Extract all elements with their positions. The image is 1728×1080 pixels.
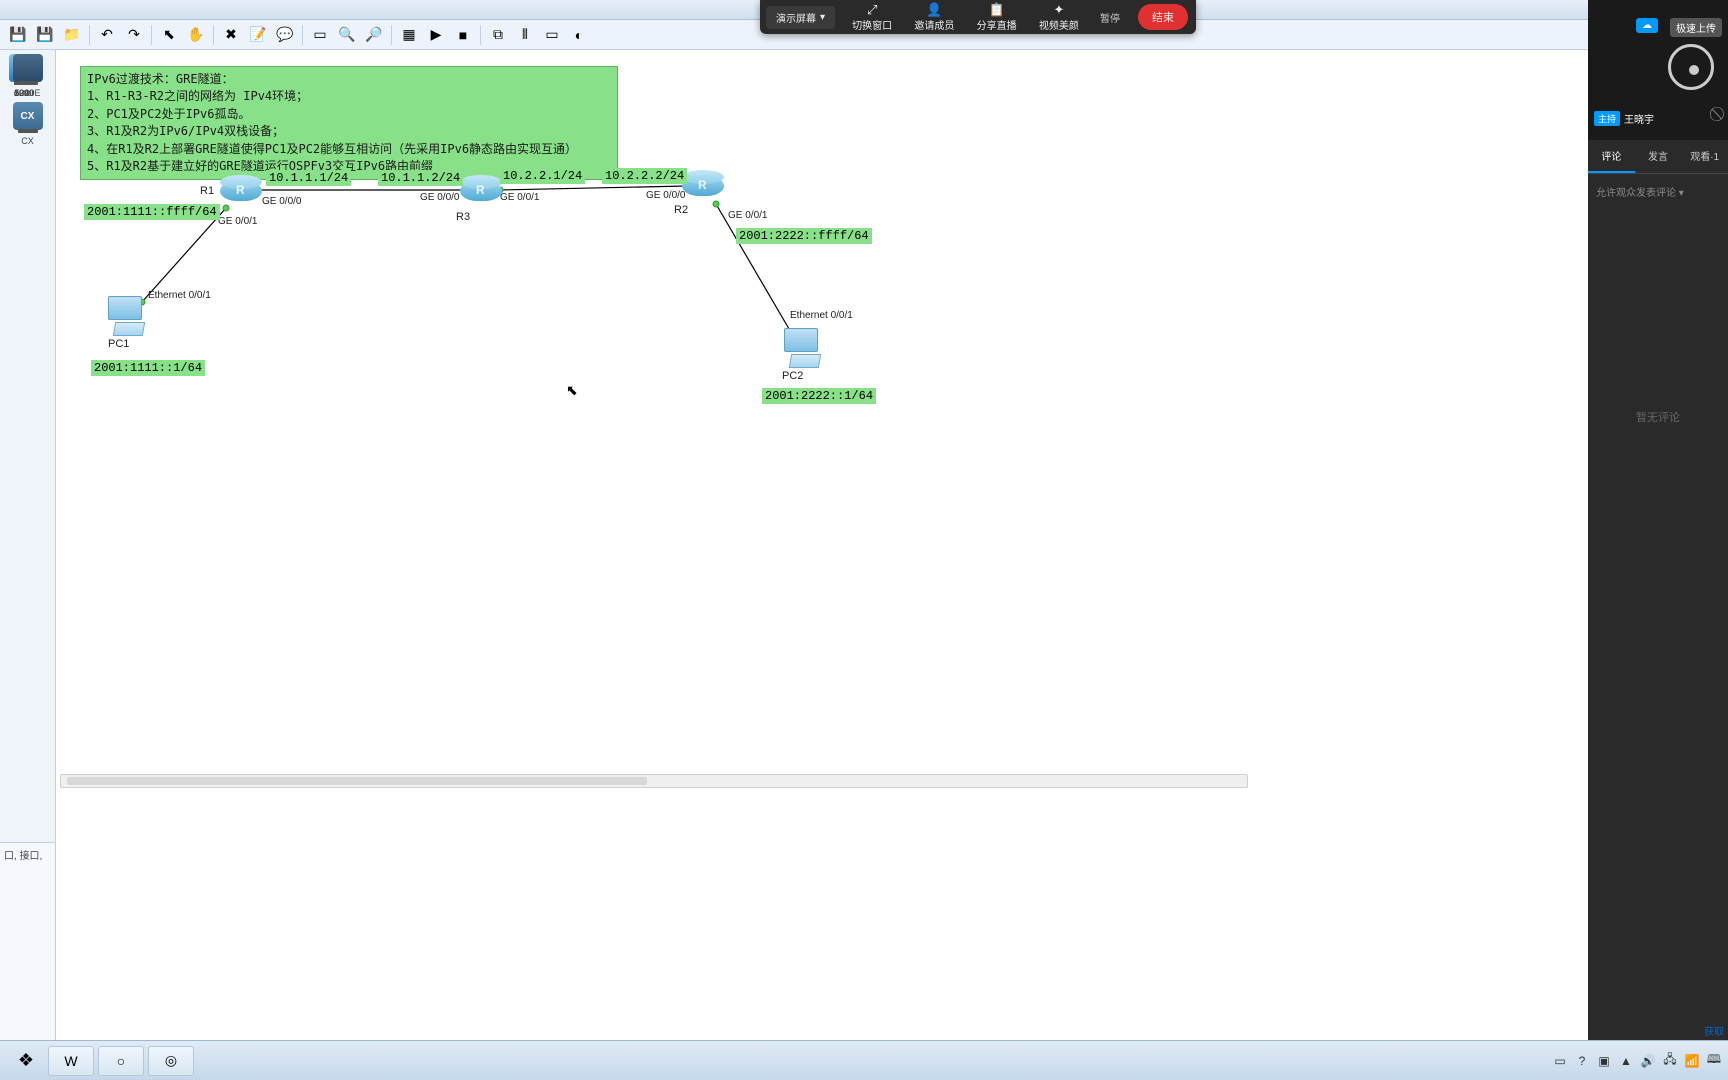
meeting-control-bar: 演示屏幕▾ ⤢切换窗口👤邀请成员📋分享直播✦视频美颜 暂停 结束 <box>760 0 1196 34</box>
address-label-3[interactable]: 10.2.2.2/24 <box>602 168 687 184</box>
toolbar-button-7[interactable]: ✖ <box>219 23 243 47</box>
annotation-box[interactable]: IPv6过渡技术：GRE隧道： 1、R1-R3-R2之间的网络为 IPv4环境；… <box>80 66 618 180</box>
port-label-1: GE 0/0/1 <box>218 216 257 227</box>
address-label-7[interactable]: 2001:2222::1/64 <box>762 388 876 404</box>
port-label-3: GE 0/0/1 <box>500 192 539 203</box>
obs-logo-icon <box>1668 44 1714 90</box>
scrollbar-thumb[interactable] <box>67 777 647 785</box>
toolbar-button-0[interactable]: 💾 <box>6 23 30 47</box>
node-PC1[interactable] <box>104 296 146 336</box>
node-R3[interactable]: R <box>460 175 502 209</box>
comments-panel: 评论 发言 观看·1 允许观众发表评论 ▾ 暂无评论 <box>1588 140 1728 1040</box>
toolbar-button-15[interactable]: ■ <box>451 23 475 47</box>
address-label-1[interactable]: 10.1.1.2/24 <box>378 170 463 186</box>
address-label-5[interactable]: 2001:2222::ffff/64 <box>736 228 872 244</box>
toolbar-button-13[interactable]: ▦ <box>397 23 421 47</box>
palette-device-CX[interactable]: CXCX <box>4 102 52 146</box>
windows-taskbar: ❖ W○◎ ▭? ▣ ▲ 🔊 🖧 📶 🕮 <box>0 1040 1728 1080</box>
address-label-0[interactable]: 10.1.1.1/24 <box>266 170 351 186</box>
port-label-6: Ethernet 0/0/1 <box>148 290 211 301</box>
port-label-4: GE 0/0/0 <box>646 190 685 201</box>
port-label-7: Ethernet 0/0/1 <box>790 310 853 321</box>
node-label-R1: R1 <box>200 185 214 197</box>
corner-link[interactable]: 获取 <box>1704 1023 1724 1038</box>
tab-speak[interactable]: 发言 <box>1635 140 1682 173</box>
taskbar-app-2[interactable]: ◎ <box>148 1046 194 1076</box>
horizontal-scrollbar[interactable] <box>60 774 1248 788</box>
pause-button[interactable]: 暂停 <box>1090 6 1130 29</box>
toolbar-button-19[interactable]: ◐ <box>567 23 591 47</box>
address-label-2[interactable]: 10.2.2.1/24 <box>500 168 585 184</box>
toolbar-button-5[interactable]: ⬉ <box>157 23 181 47</box>
tray-icon-4[interactable]: 🔊 <box>1640 1053 1656 1069</box>
tray-icon-6[interactable]: 📶 <box>1684 1053 1700 1069</box>
toolbar-button-1[interactable]: 💾 <box>33 23 57 47</box>
toolbar-button-16[interactable]: ⧉ <box>486 23 510 47</box>
no-comments-text: 暂无评论 <box>1588 409 1728 425</box>
comments-tabs: 评论 发言 观看·1 <box>1588 140 1728 174</box>
topology-canvas[interactable]: IPv6过渡技术：GRE隧道： 1、R1-R3-R2之间的网络为 IPv4环境；… <box>56 50 1252 790</box>
start-button[interactable]: ❖ <box>6 1046 46 1076</box>
tray-icon-7[interactable]: 🕮 <box>1706 1053 1722 1069</box>
topology-canvas-wrap: IPv6过渡技术：GRE隧道： 1、R1-R3-R2之间的网络为 IPv4环境；… <box>56 50 1588 1040</box>
address-label-4[interactable]: 2001:1111::ffff/64 <box>84 204 220 220</box>
node-R1[interactable]: R <box>220 175 262 209</box>
meeting-item-0[interactable]: ⤢切换窗口 <box>841 1 903 34</box>
taskbar-app-0[interactable]: W <box>48 1046 94 1076</box>
toolbar-button-17[interactable]: ⫴ <box>513 23 537 47</box>
tray-icon-5[interactable]: 🖧 <box>1662 1053 1678 1069</box>
port-label-5: GE 0/0/1 <box>728 210 767 221</box>
tray-icon-3[interactable]: ▲ <box>1618 1053 1634 1069</box>
toolbar-button-2[interactable]: 📁 <box>60 23 84 47</box>
node-label-R3: R3 <box>456 211 470 223</box>
meeting-item-1[interactable]: 👤邀请成员 <box>903 1 965 34</box>
upload-badge[interactable]: 极速上传 <box>1670 18 1722 37</box>
device-palette: 12202240outer5000ECXCX <box>0 50 56 842</box>
stream-preview-panel: ☁ 极速上传 主持 王晓宇 ⃠ <box>1588 0 1728 140</box>
info-panel: 口, 接口, <box>0 842 56 1040</box>
comments-filter-dropdown[interactable]: 允许观众发表评论 ▾ <box>1588 174 1728 209</box>
presenter-tag: 主持 王晓宇 <box>1594 111 1654 126</box>
toolbar-button-3[interactable]: ↶ <box>95 23 119 47</box>
toolbar-button-12[interactable]: 🔎 <box>362 23 386 47</box>
toolbar-button-6[interactable]: ✋ <box>184 23 208 47</box>
toolbar-button-14[interactable]: ▶ <box>424 23 448 47</box>
end-button[interactable]: 结束 <box>1138 4 1188 30</box>
port-label-2: GE 0/0/0 <box>420 192 459 203</box>
address-label-6[interactable]: 2001:1111::1/64 <box>91 360 205 376</box>
toolbar-button-9[interactable]: 💬 <box>273 23 297 47</box>
tray-icon-0[interactable]: ▭ <box>1552 1053 1568 1069</box>
presenter-name: 王晓宇 <box>1624 111 1654 126</box>
share-screen-dropdown[interactable]: 演示屏幕▾ <box>766 6 835 29</box>
host-badge: 主持 <box>1594 111 1620 126</box>
node-label-PC1: PC1 <box>108 338 129 350</box>
system-tray: ▭? ▣ ▲ 🔊 🖧 📶 🕮 <box>1552 1053 1722 1069</box>
chevron-down-icon: ▾ <box>820 12 825 23</box>
toolbar-button-18[interactable]: ▭ <box>540 23 564 47</box>
tab-comments[interactable]: 评论 <box>1588 140 1635 173</box>
port-label-0: GE 0/0/0 <box>262 196 301 207</box>
meeting-item-3[interactable]: ✦视频美颜 <box>1028 1 1090 34</box>
mouse-cursor-icon: ⬉ <box>566 382 578 399</box>
node-label-PC2: PC2 <box>782 370 803 382</box>
taskbar-app-1[interactable]: ○ <box>98 1046 144 1076</box>
toolbar-button-11[interactable]: 🔍 <box>335 23 359 47</box>
toolbar-button-4[interactable]: ↷ <box>122 23 146 47</box>
tab-watchers[interactable]: 观看·1 <box>1681 140 1728 173</box>
node-PC2[interactable] <box>780 328 822 368</box>
tray-icon-1[interactable]: ? <box>1574 1053 1590 1069</box>
meeting-item-2[interactable]: 📋分享直播 <box>966 1 1028 34</box>
node-label-R2: R2 <box>674 204 688 216</box>
toolbar-button-10[interactable]: ▭ <box>308 23 332 47</box>
cloud-icon[interactable]: ☁ <box>1636 18 1658 33</box>
toolbar-button-8[interactable]: 📝 <box>246 23 270 47</box>
tray-icon-2[interactable]: ▣ <box>1596 1053 1612 1069</box>
node-R2[interactable]: R <box>682 170 724 204</box>
